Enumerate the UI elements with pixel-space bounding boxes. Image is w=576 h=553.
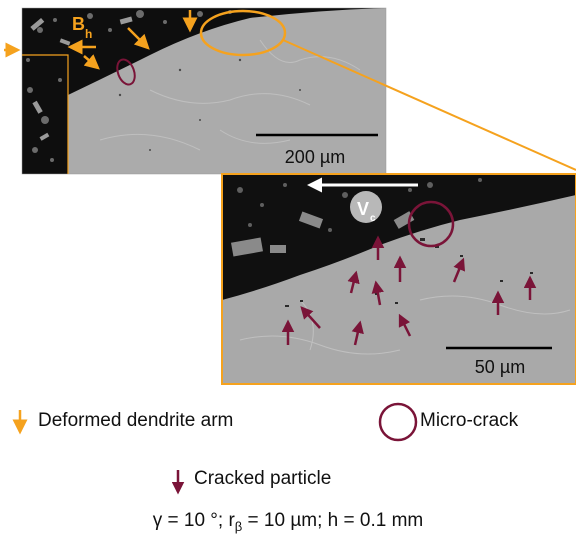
legend-cracked: Cracked particle — [194, 468, 331, 490]
legend-microcrack-icon — [378, 402, 418, 442]
label-b-subscript: h — [85, 27, 92, 41]
legend-deformed-label: Deformed dendrite arm — [38, 410, 234, 431]
zoom-region-ellipse — [199, 9, 287, 57]
microcrack-marker-top — [116, 58, 136, 86]
zoom-frame — [221, 173, 576, 385]
legend-microcrack: Micro-crack — [420, 410, 518, 432]
parameters-line: γ = 10 °; rβ = 10 µm; h = 0.1 mm — [0, 510, 576, 534]
legend-deformed: Deformed dendrite arm — [38, 410, 233, 432]
inset-frame-lines — [22, 54, 69, 174]
particle-vc — [350, 191, 382, 223]
label-v-subscript: c — [370, 213, 376, 224]
label-b: B — [72, 14, 85, 34]
scale-label-top: 200 µm — [285, 147, 345, 167]
legend-cracked-label: Cracked particle — [194, 468, 332, 489]
label-v: V — [357, 199, 369, 219]
params-gamma: γ = 10 °; r — [152, 510, 235, 531]
scale-label-zoom: 50 µm — [475, 357, 525, 377]
zoom-connector-upper — [282, 39, 576, 171]
legend-microcrack-label: Micro-crack — [420, 410, 519, 431]
cracked-particle-arrows — [281, 235, 537, 346]
params-r-subscript: β — [234, 519, 243, 534]
params-rest: = 10 µm; h = 0.1 mm — [242, 510, 424, 531]
deformed-dendrite-arrows — [4, 10, 198, 70]
top-micrograph — [22, 8, 386, 174]
microcrack-marker-zoom — [407, 200, 455, 248]
